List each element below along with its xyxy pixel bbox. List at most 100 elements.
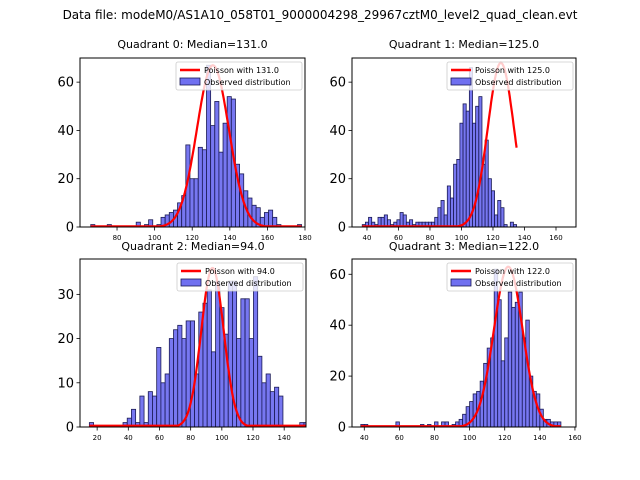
x-tick-label: 160 (568, 434, 581, 442)
y-tick-label: 0 (338, 421, 346, 436)
plot-area (88, 266, 306, 427)
y-tick-label: 60 (329, 268, 346, 283)
x-tick-label: 80 (430, 434, 439, 442)
subplot-title: Quadrant 1: Median=125.0 (389, 38, 539, 51)
histogram-bar (202, 302, 208, 427)
legend-box (446, 61, 574, 91)
histogram-bar (509, 221, 514, 227)
histogram-bar (218, 151, 224, 227)
legend-observed-label: Observed distribution (205, 279, 292, 288)
legend-poisson-label: Poisson with 122.0 (475, 267, 550, 276)
x-tick-label: 60 (394, 234, 403, 242)
histogram-bar (139, 395, 145, 427)
histogram-bar (206, 289, 212, 427)
histogram-bar (261, 382, 267, 427)
y-tick-label: 20 (57, 172, 74, 187)
x-tick-label: 160 (549, 234, 562, 242)
histogram-bar (500, 360, 506, 427)
y-tick-label: 20 (329, 370, 346, 385)
poisson-curve (360, 265, 562, 427)
subplot-quadrant-1: Quadrant 1: Median=125.0 0 20 40 60 40 60 80 100… (329, 38, 577, 242)
x-tick-label: 180 (298, 234, 311, 242)
histogram-bar (181, 338, 187, 427)
histogram-bar (462, 103, 467, 227)
y-tick-label: 20 (57, 332, 74, 347)
subplot-quadrant-2: Quadrant 2: Median=94.0 0 10 20 30 20 40 60 80 10… (57, 240, 307, 442)
histogram-bar (177, 324, 183, 427)
histogram-bar (475, 105, 480, 227)
histogram-bar (465, 110, 470, 227)
histogram-bar (446, 185, 451, 227)
histogram-bar (402, 214, 407, 227)
subplot-title: Quadrant 0: Median=131.0 (117, 38, 267, 51)
histogram-bar (244, 298, 250, 427)
histogram-bar (472, 393, 478, 427)
histogram-bar (383, 214, 388, 227)
y-tick-label: 10 (57, 376, 74, 391)
histogram-bar (265, 373, 271, 427)
legend-observed-label: Observed distribution (475, 279, 562, 288)
poisson-curve (361, 61, 518, 227)
y-tick-label: 0 (338, 221, 346, 236)
y-tick-label: 0 (66, 221, 74, 236)
x-tick-label: 100 (455, 234, 468, 242)
histogram-bar (500, 207, 505, 227)
histogram-bar (210, 351, 216, 427)
x-tick-label: 100 (215, 434, 228, 442)
legend-observed-swatch (180, 278, 202, 287)
histogram-bar (214, 101, 220, 227)
x-tick-label: 140 (223, 234, 236, 242)
subplot-quadrant-3: Quadrant 3: Median=122.0 0 20 40 60 40 60 80 100… (329, 240, 581, 442)
histogram-bar (193, 178, 199, 227)
y-tick-label: 40 (329, 319, 346, 334)
histogram-bar (443, 214, 448, 227)
x-tick-label: 120 (486, 234, 499, 242)
y-tick-label: 40 (57, 124, 74, 139)
histogram-bar (494, 214, 499, 227)
histogram-bar (450, 197, 455, 227)
legend-box (175, 61, 303, 91)
x-tick-label: 120 (186, 234, 199, 242)
axes-frame (351, 258, 577, 428)
histogram-bar (468, 67, 473, 227)
x-tick-label: 140 (533, 434, 546, 442)
histogram-bar (484, 139, 489, 227)
x-tick-label: 160 (261, 234, 274, 242)
legend-box (176, 262, 304, 292)
histogram-bar (269, 391, 275, 427)
subplot-title: Quadrant 2: Median=94.0 (121, 240, 264, 253)
histogram-bar (497, 200, 502, 227)
y-tick-label: 60 (329, 76, 346, 91)
histogram-bar (453, 163, 458, 227)
histogram-bar (164, 373, 170, 427)
y-tick-label: 0 (66, 421, 74, 436)
histogram-bar (504, 337, 509, 427)
histogram-bar (478, 96, 483, 227)
histogram-bar (147, 391, 153, 427)
legend-poisson-label: Poisson with 125.0 (475, 66, 550, 75)
histogram-bar (268, 209, 274, 227)
legend-poisson-label: Poisson with 131.0 (204, 66, 279, 75)
x-tick-label: 40 (360, 434, 369, 442)
y-tick-label: 30 (57, 288, 74, 303)
histogram-bar (168, 338, 174, 427)
poisson-curve (90, 64, 302, 227)
histogram-bar (189, 320, 195, 427)
histogram-bar (201, 149, 207, 227)
y-tick-label: 40 (329, 124, 346, 139)
histogram-bar (507, 291, 513, 427)
x-tick-label: 80 (113, 234, 122, 242)
y-tick-label: 60 (57, 76, 74, 91)
axes-frame (79, 258, 307, 428)
histogram-bar (135, 221, 141, 227)
histogram-bar (497, 299, 502, 427)
histogram-bar (514, 301, 520, 427)
x-tick-label: 140 (277, 434, 290, 442)
histogram-bar (160, 382, 166, 427)
legend-poisson-label: Poisson with 94.0 (205, 267, 275, 276)
histogram-bar (240, 298, 246, 427)
histogram-bar (491, 190, 495, 227)
x-tick-label: 60 (395, 434, 404, 442)
poisson-curve (89, 266, 306, 427)
